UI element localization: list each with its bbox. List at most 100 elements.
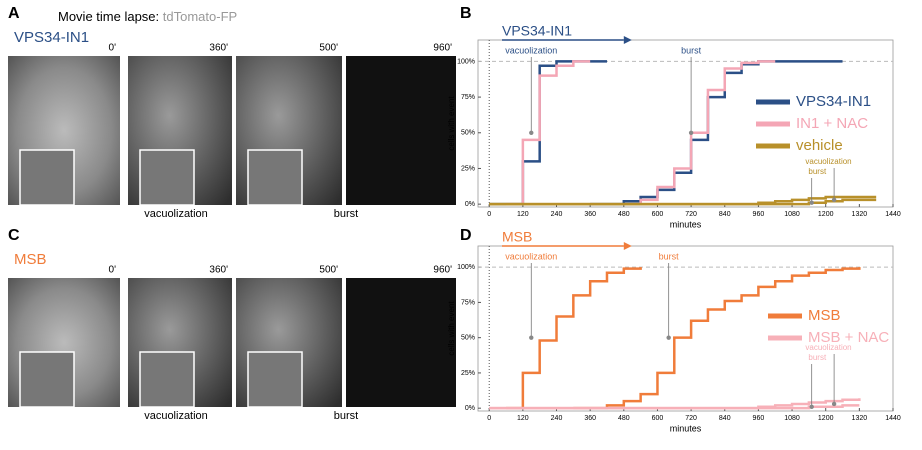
x-tick-label: 480 [618,415,630,422]
x-tick-label: 120 [517,211,529,218]
header-arrow-head [623,36,632,44]
x-tick-label: 1440 [885,415,901,422]
time-label: 0' [109,43,117,54]
panel-label: A [8,5,20,22]
step-line [590,60,843,206]
time-label: 500' [319,265,338,276]
caption: burst [334,208,358,220]
time-label: 360' [209,43,228,54]
row-name: VPS34-IN1 [14,29,89,46]
legend-label: MSB + NAC [808,329,889,346]
x-tick-label: 1080 [784,415,800,422]
time-label: 960' [433,43,452,54]
annotation: vacuolization [805,343,851,352]
panel-label: C [8,227,20,244]
plot-frame [477,245,894,412]
y-tick-label: 0% [465,405,475,412]
caption: vacuolization [144,208,208,220]
x-tick-label: 1200 [818,415,834,422]
caption: vacuolization [144,410,208,422]
step-line [489,398,861,410]
x-tick-label: 1320 [852,211,868,218]
x-tick-label: 360 [584,211,596,218]
annotation: burst [681,45,702,55]
time-label: 500' [319,43,338,54]
x-tick-label: 1080 [784,211,800,218]
y-tick-label: 75% [461,94,475,101]
y-axis-label: cells with event [447,301,456,356]
x-tick-label: 960 [753,211,765,218]
annotation-dot [666,335,671,340]
annotation: burst [659,251,680,261]
annotation-dot [831,197,837,203]
inset [247,149,303,206]
x-tick-label: 360 [584,415,596,422]
movie-label-text: Movie time lapse: [58,9,163,24]
x-tick-label: 0 [487,211,491,218]
y-tick-label: 50% [461,130,475,137]
legend-label: VPS34-IN1 [796,93,871,110]
plot-frame [477,39,894,208]
x-tick-label: 1320 [852,415,868,422]
y-tick-label: 100% [457,264,475,271]
annotation-dot [529,130,534,135]
x-tick-label: 0 [487,415,491,422]
time-label: 360' [209,265,228,276]
x-tick-label: 840 [719,415,731,422]
x-tick-label: 720 [685,211,697,218]
legend-label: IN1 + NAC [796,115,868,132]
step-line [506,60,591,206]
x-tick-label: 960 [753,415,765,422]
step-line [623,60,776,206]
step-line [489,60,607,206]
x-tick-label: 600 [652,211,664,218]
annotation: burst [808,167,827,176]
time-label: 960' [433,265,452,276]
x-tick-label: 600 [652,415,664,422]
chart-header: VPS34-IN1 [502,23,572,39]
annotation-dot [809,404,814,409]
panel-label: D [460,227,472,244]
step-line [489,195,877,206]
inset [139,149,195,206]
x-tick-label: 720 [685,415,697,422]
annotation-dot [831,401,837,407]
micrograph [346,278,456,407]
chart-header: MSB [502,229,532,245]
movie-label: Movie time lapse: tdTomato-FP [58,9,237,24]
x-axis-label: minutes [670,219,702,229]
y-tick-label: 25% [461,165,475,172]
x-axis-label: minutes [670,423,702,433]
y-tick-label: 0% [465,201,475,208]
inset [19,351,75,408]
y-tick-label: 75% [461,299,475,306]
x-tick-label: 240 [551,211,563,218]
caption: burst [334,410,358,422]
annotation: vacuolization [505,251,557,261]
time-label: 0' [109,265,117,276]
y-tick-label: 50% [461,335,475,342]
row-name: MSB [14,251,47,268]
annotation-dot [809,200,814,205]
annotation: vacuolization [805,157,851,166]
panel-label: B [460,5,472,22]
step-line [506,267,642,410]
x-tick-label: 120 [517,415,529,422]
x-tick-label: 1200 [818,211,834,218]
legend-label: vehicle [796,137,843,154]
micrograph [346,56,456,205]
x-tick-label: 1440 [885,211,901,218]
annotation: vacuolization [505,45,557,55]
inset [139,351,195,408]
y-axis-label: cells with event [447,96,456,151]
y-tick-label: 100% [457,58,475,65]
x-tick-label: 480 [618,211,630,218]
annotation-dot [529,335,534,340]
y-tick-label: 25% [461,370,475,377]
header-arrow-head [623,242,632,250]
x-tick-label: 840 [719,211,731,218]
legend-label: MSB [808,307,841,324]
annotation-dot [688,130,694,135]
inset [247,351,303,408]
